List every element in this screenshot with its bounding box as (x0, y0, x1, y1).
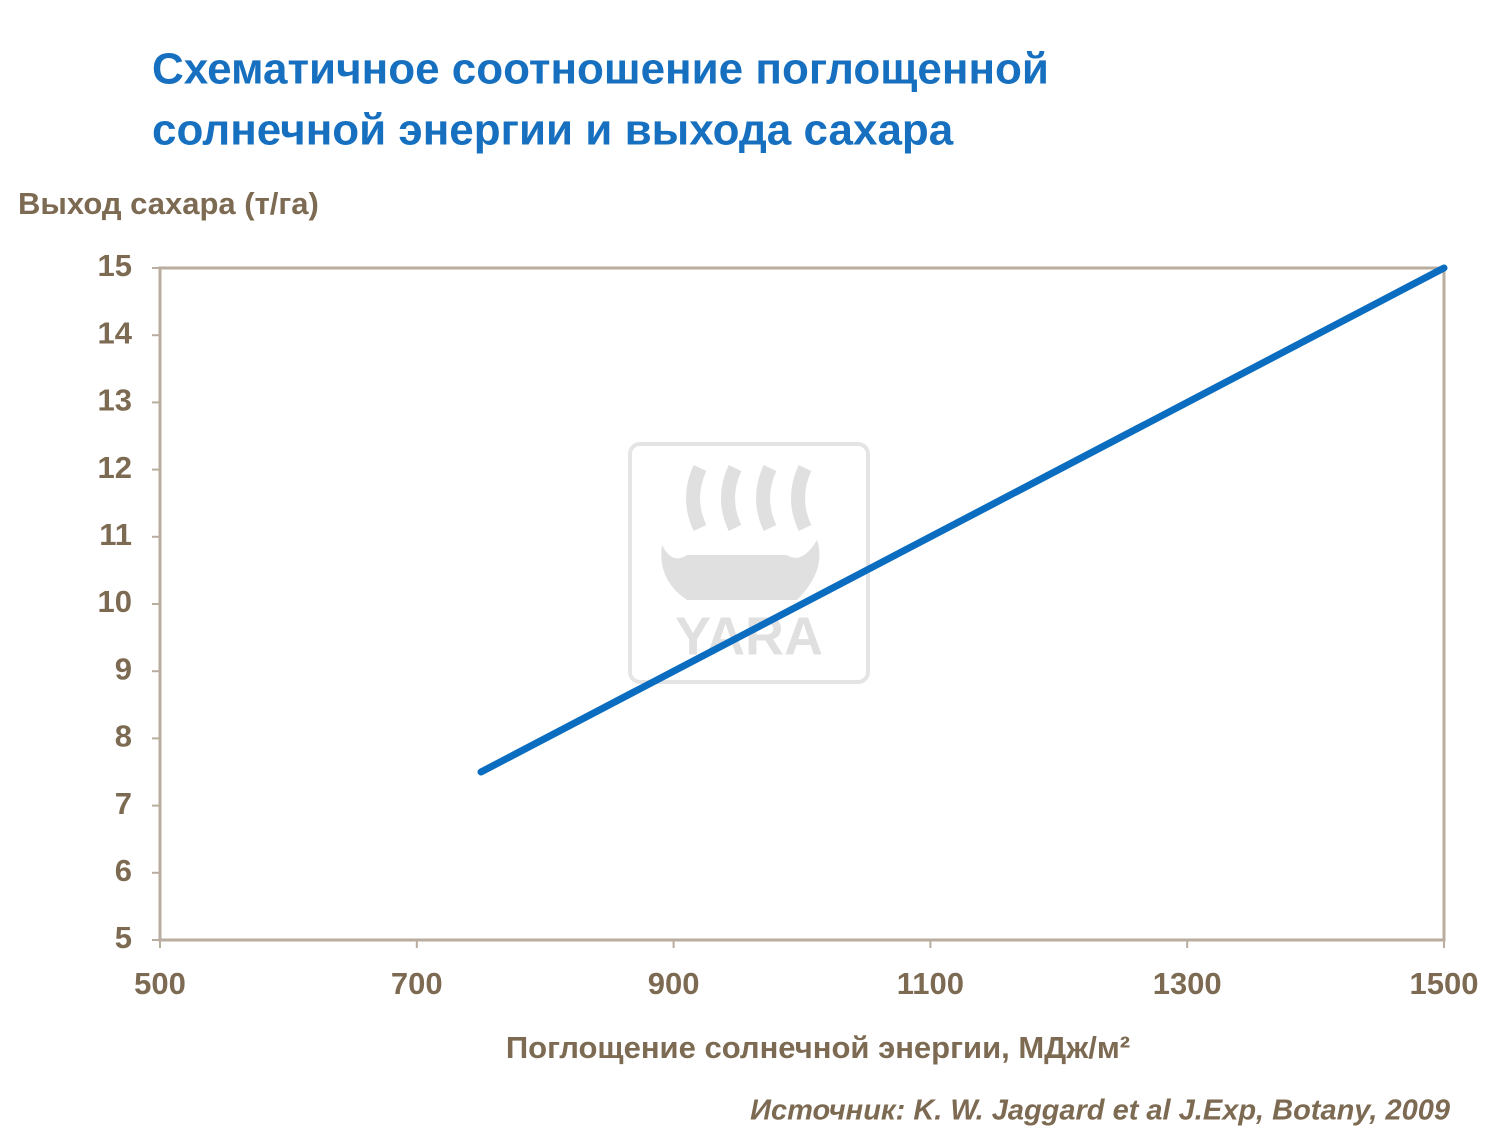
y-tick-label: 6 (115, 853, 132, 888)
logo-ship (661, 540, 820, 600)
x-tick-label: 900 (648, 966, 700, 1001)
chart-title: солнечной энергии и выхода сахара (152, 106, 954, 155)
logo-sails (686, 465, 812, 531)
x-axis-label: Поглощение солнечной энергии, МДж/м² (506, 1030, 1130, 1065)
chart-title: Схематичное соотношение поглощенной (152, 45, 1049, 94)
y-tick-label: 10 (98, 584, 132, 619)
y-tick-label: 12 (98, 450, 132, 485)
x-tick-label: 1100 (897, 966, 964, 1001)
y-tick-label: 5 (115, 920, 132, 955)
y-axis-label: Выход сахара (т/га) (18, 186, 319, 221)
y-tick-label: 14 (98, 315, 133, 350)
x-tick-label: 1300 (1153, 966, 1222, 1001)
source-note: Источник: K. W. Jaggard et al J.Exp, Bot… (750, 1095, 1450, 1126)
x-tick-label: 700 (391, 966, 443, 1001)
data-line (477, 264, 1448, 776)
y-tick-label: 13 (98, 383, 132, 418)
y-tick-label: 15 (98, 248, 132, 283)
watermark-logo: YARA (628, 442, 870, 684)
x-tick-label: 1500 (1410, 966, 1479, 1001)
x-tick-label: 500 (134, 966, 186, 1001)
y-tick-label: 8 (115, 719, 132, 754)
y-tick-label: 11 (99, 517, 132, 552)
y-tick-label: 9 (115, 651, 132, 686)
y-tick-label: 7 (115, 786, 132, 821)
logo-frame (628, 442, 870, 684)
